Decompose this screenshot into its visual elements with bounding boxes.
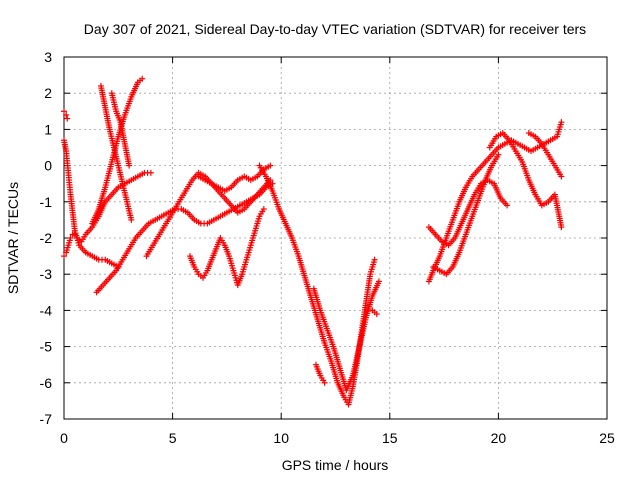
data-point <box>61 108 67 115</box>
y-tick-label: 1 <box>44 121 52 137</box>
chart-title: Day 307 of 2021, Sidereal Day-to-day VTE… <box>84 21 586 37</box>
y-tick-label: -5 <box>40 339 53 355</box>
data-point <box>375 278 382 285</box>
data-point <box>260 206 267 213</box>
data-point <box>63 111 70 118</box>
y-tick-label: -4 <box>40 302 53 318</box>
x-tick-label: 20 <box>491 430 507 446</box>
data-point <box>269 180 276 187</box>
data-point <box>321 379 328 386</box>
data-point <box>495 151 502 158</box>
x-tick-label: 25 <box>599 430 615 446</box>
y-tick-label: -2 <box>40 230 53 246</box>
data-point <box>267 162 274 169</box>
data-point <box>61 253 67 260</box>
y-tick-label: -3 <box>40 266 53 282</box>
y-tick-label: -6 <box>40 375 53 391</box>
y-tick-label: 3 <box>44 49 52 65</box>
y-axis-label: SDTVAR / TECUs <box>5 182 21 294</box>
x-tick-label: 0 <box>60 430 68 446</box>
data-point <box>147 169 154 176</box>
x-tick-label: 10 <box>273 430 289 446</box>
y-tick-label: 0 <box>44 158 52 174</box>
data-point <box>371 256 378 263</box>
x-tick-label: 5 <box>169 430 177 446</box>
grid <box>64 57 607 419</box>
data-points <box>61 75 565 408</box>
data-point <box>139 75 146 82</box>
data-point <box>128 216 135 223</box>
data-point <box>64 115 71 122</box>
x-tick-label: 15 <box>382 430 398 446</box>
y-tick-label: -7 <box>40 411 53 427</box>
x-axis-label: GPS time / hours <box>282 457 389 473</box>
data-point <box>558 224 565 231</box>
y-tick-label: 2 <box>44 85 52 101</box>
data-point <box>558 119 565 126</box>
data-point <box>67 235 74 241</box>
data-point <box>558 173 565 180</box>
data-point <box>504 202 511 209</box>
data-point <box>373 311 380 318</box>
data-point <box>126 162 133 169</box>
y-tick-label: -1 <box>40 194 53 210</box>
